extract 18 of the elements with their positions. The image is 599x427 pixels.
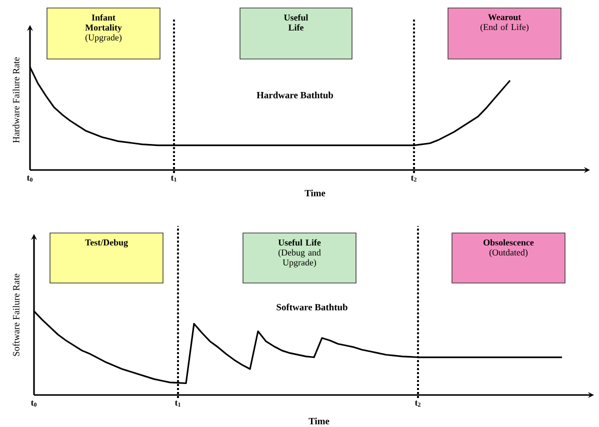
x-axis-title: Time (304, 190, 326, 196)
text: Infant Mortality (Upgrade) (85, 14, 122, 42)
text: Useful Life (284, 14, 308, 31)
x-tick-label: t$_{1}$ (174, 400, 180, 407)
x-tick-label: t$_{0}$ (30, 400, 37, 407)
x-tick-label: t$_{1}$ (170, 176, 176, 182)
text: Hardware Bathtub (256, 92, 334, 98)
text: Obsolescence (Outdated) (484, 239, 534, 258)
y-axis-title: Software Failure Rate (12, 274, 20, 356)
x-tick-label: t$_{2}$ (414, 400, 420, 407)
text: Wearout (End of Life) (480, 14, 529, 32)
x-tick-label: t$_{0}$ (26, 176, 33, 182)
text: Useful Life (Debug and Upgrade) (278, 239, 321, 268)
x-tick-label: t$_{2}$ (410, 176, 416, 182)
x-axis-title: Time (308, 418, 330, 424)
y-axis-title: Hardware Failure Rate (12, 57, 20, 143)
chart-title: Software Bathtub (276, 304, 348, 310)
text: Test/Debug (85, 239, 128, 248)
